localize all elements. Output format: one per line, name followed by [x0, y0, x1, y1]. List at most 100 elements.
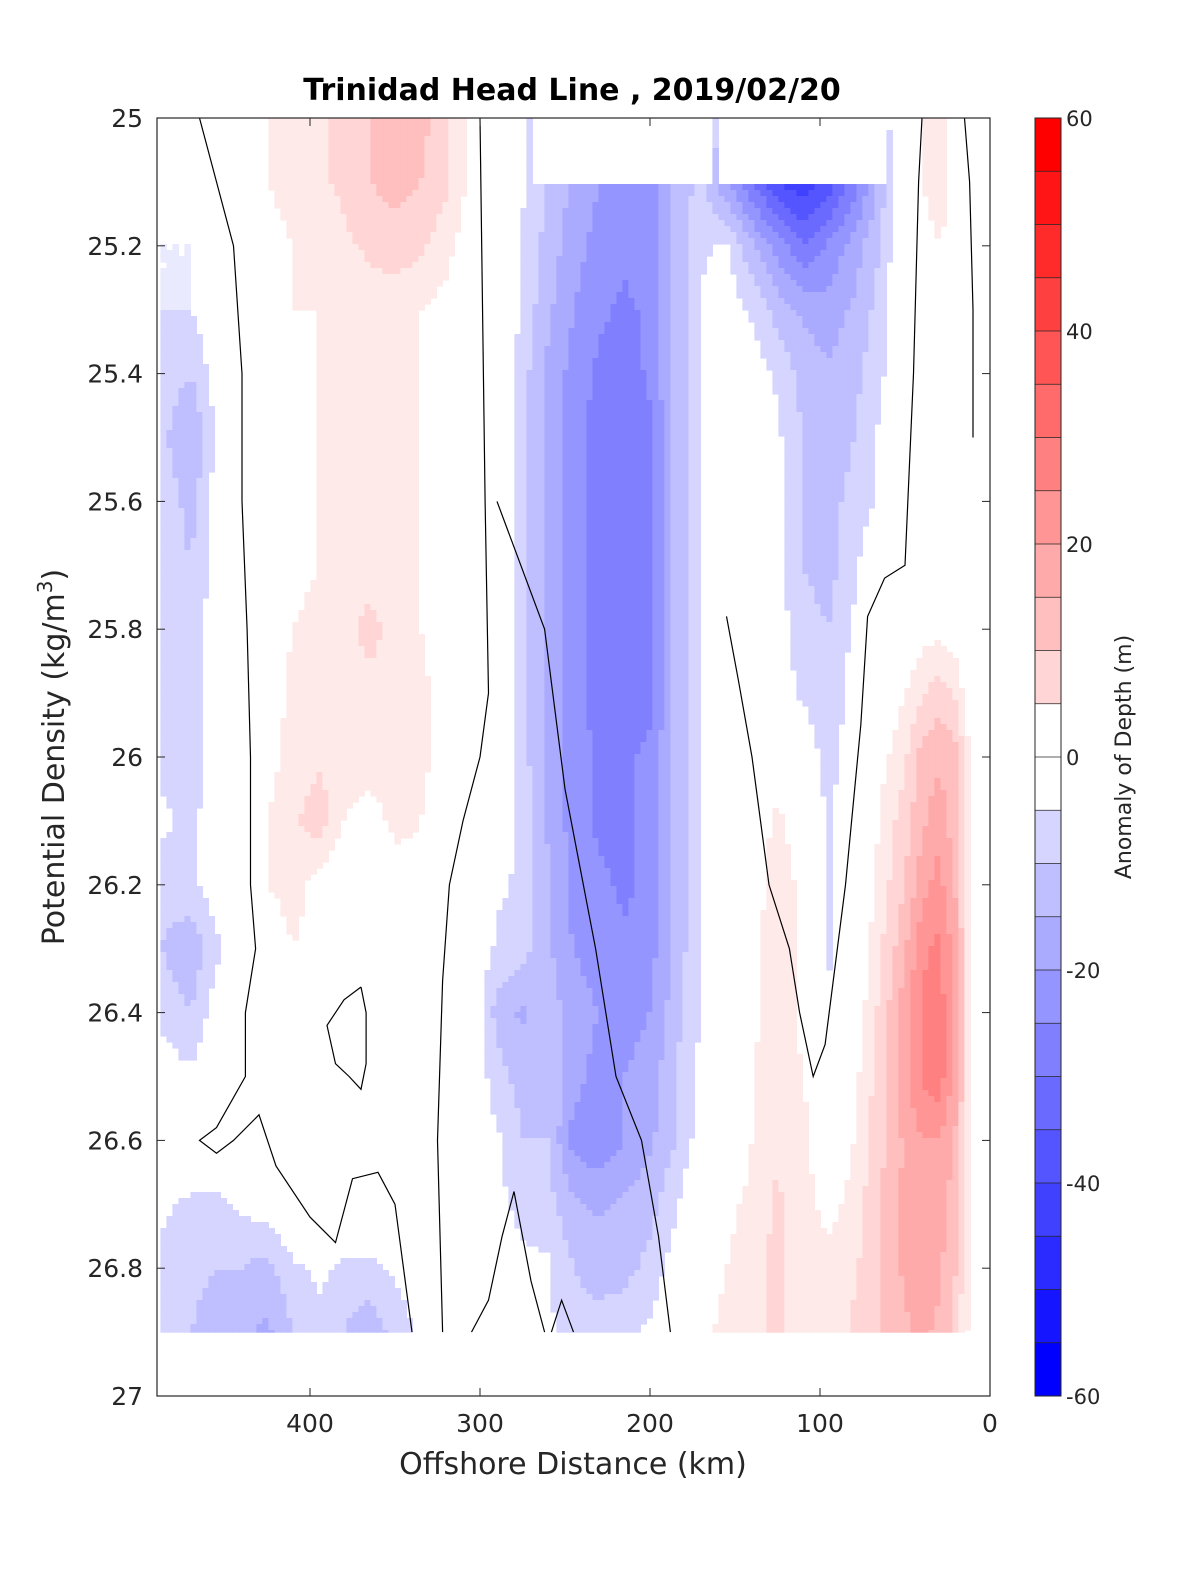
field-cell [376, 190, 383, 197]
field-cell [592, 472, 599, 479]
field-cell [814, 352, 821, 359]
field-cell [874, 268, 881, 275]
field-cell [868, 448, 875, 455]
field-cell [700, 244, 707, 251]
field-cell [928, 154, 935, 161]
field-cell [694, 424, 701, 431]
field-cell [448, 196, 455, 203]
field-cell [832, 310, 839, 317]
field-cell [694, 292, 701, 299]
field-cell [784, 184, 791, 191]
field-cell [670, 244, 677, 251]
field-cell [658, 202, 665, 209]
field-cell [826, 502, 833, 509]
field-cell [412, 190, 419, 197]
field-cell [406, 478, 413, 485]
field-cell [796, 514, 803, 521]
field-cell [880, 316, 887, 323]
field-cell [310, 136, 317, 143]
field-cell [694, 400, 701, 407]
field-cell [424, 148, 431, 155]
field-cell [820, 490, 827, 497]
field-cell [652, 358, 659, 365]
field-cell [796, 316, 803, 323]
field-cell [592, 304, 599, 311]
field-cell [352, 244, 359, 251]
field-cell [556, 268, 563, 275]
field-cell [844, 394, 851, 401]
field-cell [412, 310, 419, 317]
field-cell [610, 208, 617, 215]
field-cell [820, 304, 827, 311]
field-cell [616, 418, 623, 425]
field-cell [388, 346, 395, 353]
field-cell [688, 448, 695, 455]
field-cell [544, 220, 551, 227]
field-cell [406, 322, 413, 329]
field-cell [784, 334, 791, 341]
field-cell [784, 220, 791, 227]
field-cell [160, 418, 167, 425]
field-cell [628, 352, 635, 359]
field-cell [418, 256, 425, 263]
field-cell [556, 292, 563, 299]
field-cell [328, 496, 335, 503]
field-cell [820, 364, 827, 371]
field-cell [640, 370, 647, 377]
field-cell [274, 160, 281, 167]
field-cell [598, 388, 605, 395]
field-cell [208, 406, 215, 413]
field-cell [202, 418, 209, 425]
field-cell [754, 238, 761, 245]
field-cell [880, 292, 887, 299]
field-cell [712, 184, 719, 191]
field-cell [616, 256, 623, 263]
field-cell [640, 442, 647, 449]
field-cell [778, 382, 785, 389]
field-cell [664, 334, 671, 341]
field-cell [412, 328, 419, 335]
field-cell [772, 382, 779, 389]
field-cell [406, 496, 413, 503]
field-cell [340, 304, 347, 311]
field-cell [406, 526, 413, 533]
field-cell [358, 418, 365, 425]
field-cell [604, 238, 611, 245]
field-cell [646, 220, 653, 227]
field-cell [304, 292, 311, 299]
field-cell [280, 208, 287, 215]
field-cell [370, 208, 377, 215]
field-cell [394, 190, 401, 197]
field-cell [658, 196, 665, 203]
field-cell [526, 442, 533, 449]
field-cell [796, 478, 803, 485]
field-cell [406, 190, 413, 197]
field-cell [406, 220, 413, 227]
field-cell [328, 436, 335, 443]
field-cell [754, 298, 761, 305]
field-cell [544, 496, 551, 503]
field-cell [334, 244, 341, 251]
field-cell [370, 376, 377, 383]
field-cell [526, 376, 533, 383]
field-cell [676, 418, 683, 425]
field-cell [706, 226, 713, 233]
field-cell [616, 292, 623, 299]
field-cell [658, 226, 665, 233]
field-cell [286, 154, 293, 161]
field-cell [844, 238, 851, 245]
field-cell [394, 166, 401, 173]
field-cell [706, 220, 713, 227]
field-cell [526, 310, 533, 317]
field-cell [808, 244, 815, 251]
field-cell [826, 208, 833, 215]
field-cell [772, 274, 779, 281]
field-cell [340, 430, 347, 437]
field-cell [370, 334, 377, 341]
field-cell [838, 418, 845, 425]
field-cell [316, 280, 323, 287]
field-cell [322, 478, 329, 485]
field-cell [616, 394, 623, 401]
field-cell [652, 322, 659, 329]
field-cell [622, 394, 629, 401]
